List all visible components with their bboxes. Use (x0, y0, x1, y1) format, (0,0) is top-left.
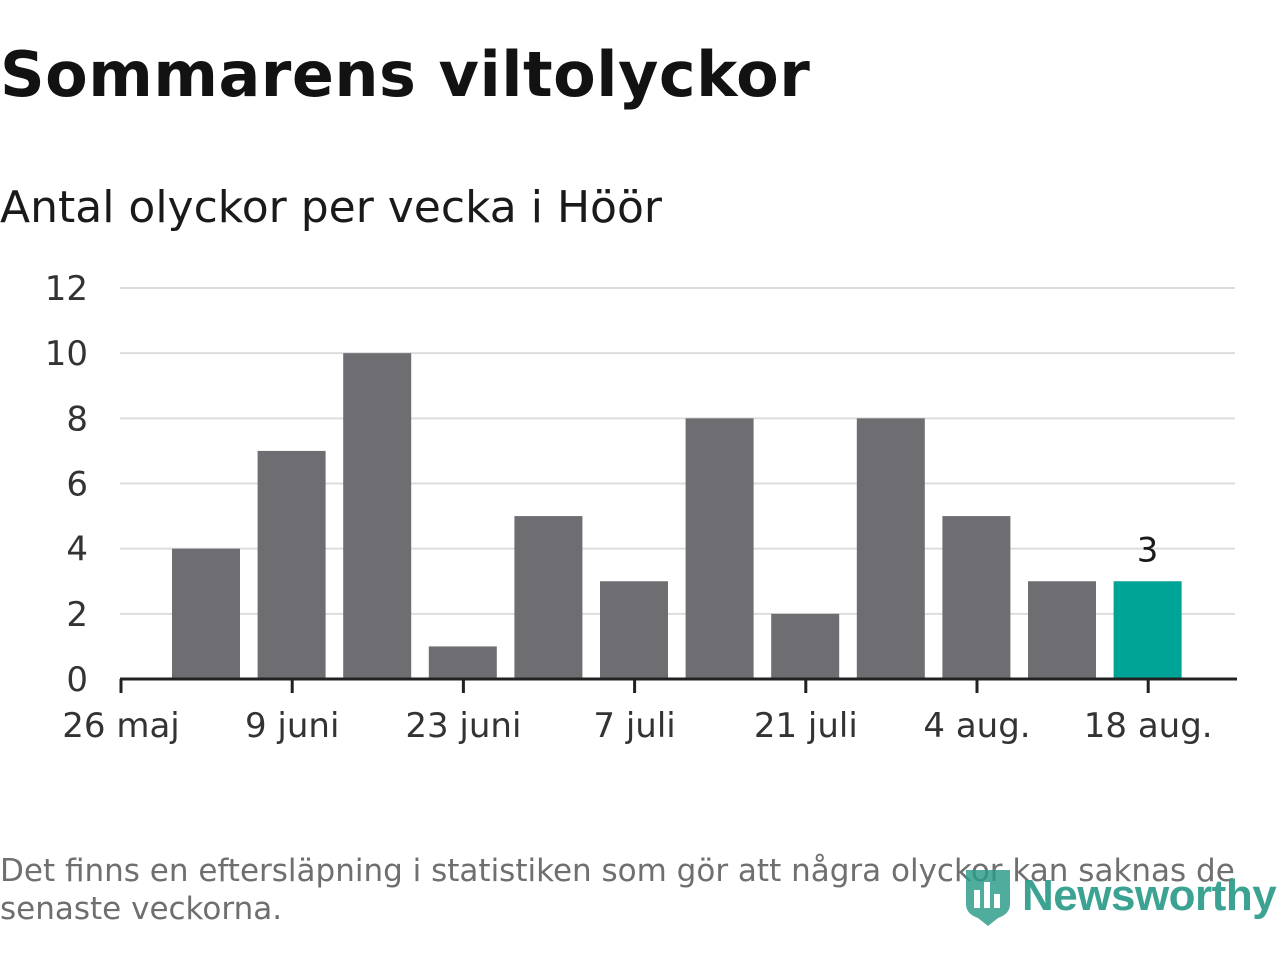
x-tick-label: 18 aug. (1084, 706, 1213, 746)
y-axis-ticks: 0 2 4 6 8 10 12 (45, 269, 88, 700)
bar-chart-shield-icon (966, 870, 1010, 926)
bar (600, 581, 668, 679)
x-tick-label: 21 juli (754, 706, 858, 746)
bar (257, 450, 326, 679)
bar (1028, 581, 1096, 679)
bar-highlight (1113, 581, 1182, 679)
x-axis-ticks: 26 maj 9 juni 23 juni 7 juli 21 juli 4 aug. 18… (62, 679, 1213, 746)
chart-subtitle: Antal olyckor per vecka i Höör (0, 182, 662, 233)
bar (685, 418, 754, 679)
y-tick-label: 6 (66, 465, 88, 505)
bar (514, 516, 583, 679)
chart-title: Sommarens viltolyckor (0, 38, 811, 111)
y-tick-label: 12 (45, 269, 88, 309)
data-labels: 3 (1137, 530, 1159, 570)
x-tick-label: 9 juni (245, 706, 339, 746)
bar (856, 418, 925, 679)
y-tick-label: 8 (66, 399, 88, 439)
y-tick-label: 10 (45, 334, 88, 374)
bar (172, 548, 240, 679)
x-tick-label: 23 juni (405, 706, 521, 746)
y-tick-label: 4 (66, 530, 88, 570)
brand-name: Newsworthy (1022, 871, 1277, 920)
y-tick-label: 0 (66, 660, 88, 700)
y-tick-label: 2 (66, 595, 88, 635)
bar-chart: 0 2 4 6 8 10 12 26 maj 9 juni 23 juni 7 juli 21 ju… (45, 269, 1237, 746)
bar (343, 353, 412, 679)
data-label-highlight: 3 (1137, 530, 1159, 570)
bars (172, 353, 1182, 679)
newsworthy-logo: Newsworthy (962, 862, 1277, 930)
x-tick-label: 7 juli (593, 706, 675, 746)
x-tick-label: 26 maj (62, 706, 179, 746)
x-tick-label: 4 aug. (923, 706, 1030, 746)
bar (771, 613, 840, 679)
bar (428, 646, 497, 679)
footnote: Det finns en eftersläpning i statistiken… (0, 853, 1235, 927)
bar (942, 516, 1011, 679)
